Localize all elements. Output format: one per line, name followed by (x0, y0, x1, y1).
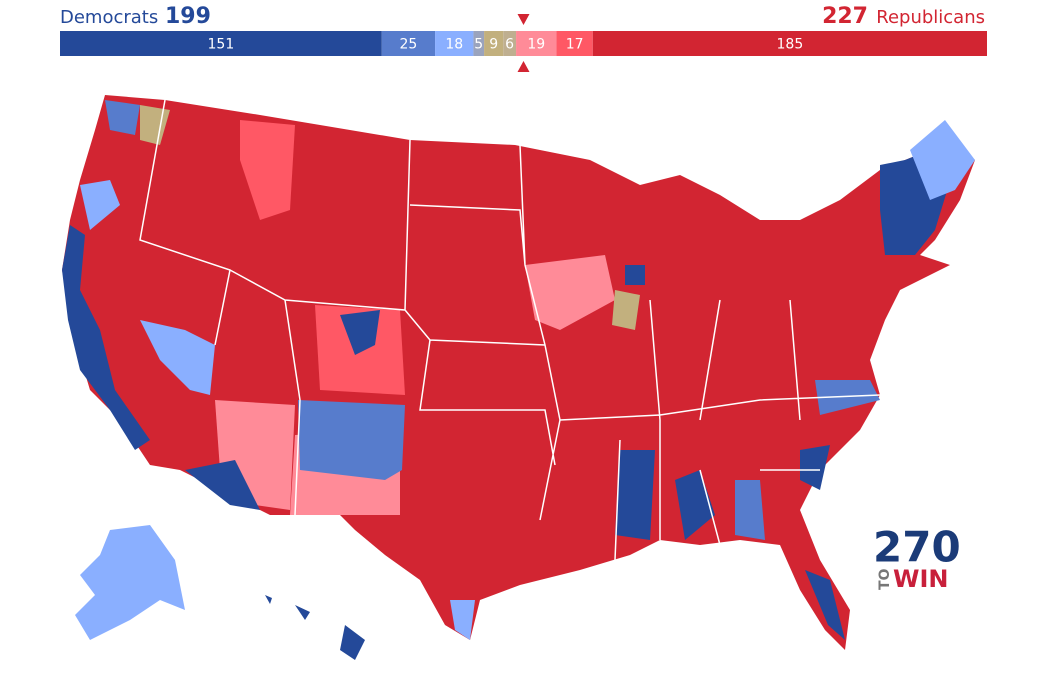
alaska (75, 525, 185, 640)
district (80, 180, 120, 230)
district (62, 225, 150, 450)
district (140, 320, 215, 395)
majority-marker (517, 14, 530, 25)
district (450, 600, 475, 640)
bar-segment (484, 31, 504, 56)
district (240, 120, 295, 220)
segment-label: 25 (400, 37, 418, 53)
dem-label: Democrats (60, 7, 158, 28)
district (735, 480, 765, 540)
us-map (62, 95, 975, 660)
segment-label: 5 (474, 37, 483, 53)
state-borders (139, 99, 881, 561)
logo-number: 270 (873, 523, 961, 572)
district (525, 255, 615, 330)
rep-total: 227 (822, 4, 868, 29)
district (612, 290, 640, 330)
bar-segment (516, 31, 557, 56)
segment-label: 6 (505, 37, 514, 53)
bar-segment (503, 31, 517, 56)
logo-to: TO (877, 568, 893, 590)
logo: 270 TO WIN (873, 523, 961, 594)
dem-total: 199 (165, 4, 211, 29)
bar-segment (60, 31, 382, 56)
rep-label: Republicans (876, 7, 985, 28)
district (815, 380, 880, 415)
bar-segment (473, 31, 485, 56)
district (298, 400, 405, 480)
segment-label: 17 (566, 37, 584, 53)
segment-label: 151 (208, 37, 235, 53)
district (185, 460, 260, 510)
bar-segment (556, 31, 593, 56)
district (805, 570, 845, 640)
seat-bar: 151 25 18 5 9 6 19 17 185 (60, 14, 987, 72)
district (615, 450, 655, 540)
district (340, 310, 380, 355)
segment-label: 19 (527, 37, 545, 53)
district (910, 120, 975, 200)
logo-win: WIN (893, 565, 949, 593)
bar-segment (381, 31, 436, 56)
segment-label: 9 (489, 37, 498, 53)
district (625, 265, 645, 285)
bar-segment (435, 31, 474, 56)
district (800, 445, 830, 490)
bar-segment (592, 31, 987, 56)
hawaii (265, 595, 365, 660)
district (105, 100, 140, 135)
segment-label: 185 (777, 37, 804, 53)
majority-marker (517, 61, 530, 72)
segment-label: 18 (445, 37, 463, 53)
